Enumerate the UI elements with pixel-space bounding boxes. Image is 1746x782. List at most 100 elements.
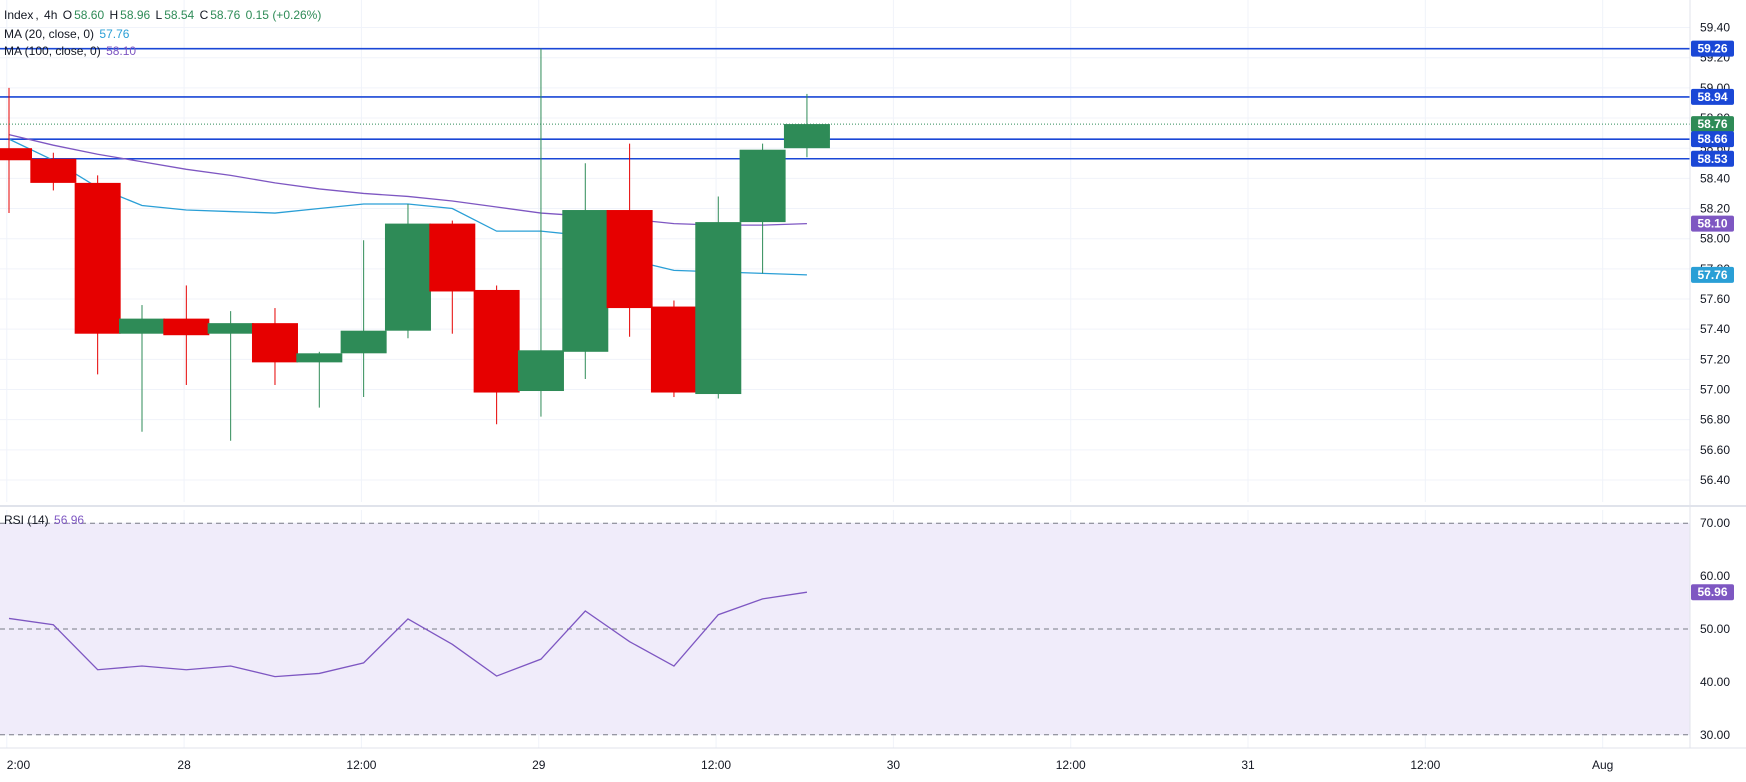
price-tag-text: 58.94 bbox=[1697, 90, 1727, 104]
rsi-axis-ticks: 70.00 60.00 50.00 40.00 30.00 bbox=[1700, 516, 1730, 742]
price-tick-label: 59.40 bbox=[1700, 21, 1730, 35]
open-value: 58.60 bbox=[74, 8, 105, 22]
symbol-name[interactable]: Index bbox=[4, 8, 34, 22]
candle bbox=[74, 175, 121, 375]
price-tag: 58.66 bbox=[1691, 131, 1734, 148]
low-label: L bbox=[155, 8, 163, 22]
time-tick-label: 29 bbox=[532, 758, 546, 772]
price-tag-bg bbox=[1691, 116, 1734, 133]
price-tag-bg bbox=[1691, 150, 1734, 167]
ma100-value: 58.10 bbox=[106, 44, 137, 58]
main-grid bbox=[0, 0, 1690, 502]
close-value: 58.76 bbox=[210, 8, 241, 22]
candle-body bbox=[340, 330, 387, 354]
candle bbox=[606, 143, 653, 337]
candle-body bbox=[251, 323, 298, 363]
price-tick-label: 57.40 bbox=[1700, 322, 1730, 336]
candle bbox=[739, 143, 786, 274]
candle-body bbox=[695, 222, 742, 395]
time-tick-label: 2:00 bbox=[7, 758, 31, 772]
rsi-tick-label: 40.00 bbox=[1700, 675, 1730, 689]
change-value: 0.15 (+0.26%) bbox=[245, 8, 322, 22]
candle bbox=[783, 93, 830, 158]
price-tag-bg bbox=[1691, 266, 1734, 283]
rsi-legend[interactable]: RSI (14) 56.96 bbox=[4, 513, 86, 527]
ma100-line bbox=[8, 133, 807, 226]
rsi-line bbox=[8, 591, 808, 678]
price-tag: 58.53 bbox=[1691, 150, 1734, 167]
candle bbox=[340, 240, 387, 398]
rsi-tag-text: 56.96 bbox=[1697, 585, 1727, 599]
candle bbox=[429, 220, 476, 334]
ma20-legend[interactable]: MA (20, close, 0) 57.76 bbox=[4, 27, 131, 41]
price-tag: 58.94 bbox=[1691, 88, 1734, 105]
price-tag-text: 58.76 bbox=[1697, 117, 1727, 131]
price-tick-label: 57.00 bbox=[1700, 383, 1730, 397]
candle bbox=[473, 285, 520, 425]
rsi-tag-bg bbox=[1691, 584, 1734, 601]
candle bbox=[517, 48, 564, 417]
candle-body bbox=[473, 289, 520, 393]
candle-body bbox=[74, 182, 121, 334]
candle-body bbox=[429, 223, 476, 292]
time-tick-label: 12:00 bbox=[1410, 758, 1440, 772]
candle-body bbox=[562, 210, 609, 352]
candle bbox=[650, 300, 697, 398]
price-tag: 58.76 bbox=[1691, 116, 1734, 133]
candle-body bbox=[118, 318, 165, 334]
price-tag-text: 57.76 bbox=[1697, 268, 1727, 282]
price-tag: 58.10 bbox=[1691, 215, 1734, 232]
ohlc-legend: Index, 4h O 58.60 H 58.96 L 58.54 C 58.76 0.… bbox=[4, 8, 322, 22]
time-tick-label: 30 bbox=[887, 758, 901, 772]
ma100-path bbox=[8, 133, 807, 226]
interval-label[interactable]: 4h bbox=[44, 8, 58, 22]
candle-body bbox=[606, 210, 653, 309]
price-tag-text: 58.53 bbox=[1697, 152, 1727, 166]
candle bbox=[207, 311, 254, 441]
rsi-dashed-levels bbox=[0, 522, 1690, 736]
price-tag: 57.76 bbox=[1691, 266, 1734, 283]
rsi-label: RSI (14) bbox=[4, 513, 49, 527]
candle bbox=[296, 351, 343, 408]
ma20-value: 57.76 bbox=[99, 27, 130, 41]
candles[interactable] bbox=[0, 48, 830, 441]
candle-body bbox=[650, 306, 697, 393]
high-value: 58.96 bbox=[120, 8, 151, 22]
candle bbox=[251, 308, 298, 385]
high-label: H bbox=[109, 8, 119, 22]
candle-body bbox=[783, 124, 830, 149]
price-tick-label: 58.00 bbox=[1700, 232, 1730, 246]
rsi-tick-label: 70.00 bbox=[1700, 516, 1730, 530]
price-tick-label: 58.20 bbox=[1700, 202, 1730, 216]
candle bbox=[0, 87, 32, 214]
candle-body bbox=[163, 318, 210, 336]
price-tick-label: 56.80 bbox=[1700, 413, 1730, 427]
time-tick-label: Aug bbox=[1592, 758, 1613, 772]
candle bbox=[562, 163, 609, 379]
close-label: C bbox=[199, 8, 209, 22]
candle-body bbox=[739, 149, 786, 223]
rsi-tick-label: 30.00 bbox=[1700, 728, 1730, 742]
rsi-value: 56.96 bbox=[54, 513, 85, 527]
price-tick-label: 56.60 bbox=[1700, 443, 1730, 457]
price-tick-label: 56.40 bbox=[1700, 473, 1730, 487]
candle-body bbox=[0, 148, 32, 161]
time-tick-label: 12:00 bbox=[346, 758, 376, 772]
price-tag-text: 59.26 bbox=[1697, 42, 1727, 56]
open-label: O bbox=[62, 8, 73, 22]
price-tag-bg bbox=[1691, 88, 1734, 105]
candle bbox=[163, 285, 210, 385]
price-tag-text: 58.10 bbox=[1697, 217, 1727, 231]
candle-body bbox=[517, 350, 564, 392]
axes bbox=[0, 0, 1746, 749]
candle-body bbox=[207, 323, 254, 334]
horizontal-lines[interactable] bbox=[0, 47, 1690, 160]
price-tag-bg bbox=[1691, 131, 1734, 148]
ma100-legend[interactable]: MA (100, close, 0) 58.10 bbox=[4, 44, 138, 58]
candle bbox=[30, 152, 77, 191]
candle bbox=[695, 196, 742, 399]
low-value: 58.54 bbox=[164, 8, 195, 22]
price-tag-bg bbox=[1691, 40, 1734, 57]
